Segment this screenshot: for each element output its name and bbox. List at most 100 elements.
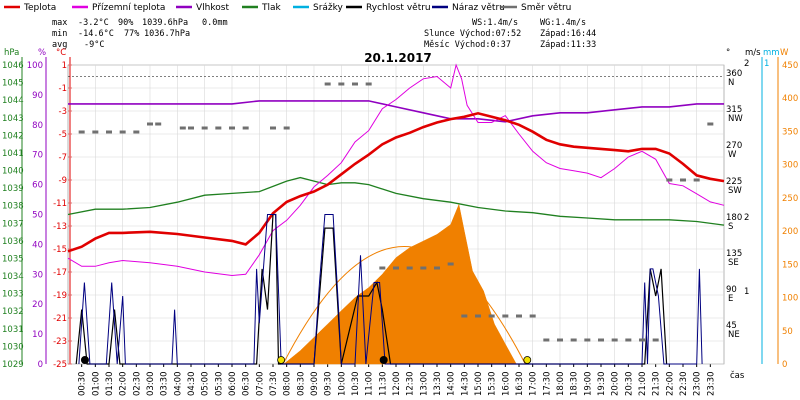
- series-humidity: [68, 100, 724, 123]
- wind-dir-point: [461, 314, 468, 318]
- hpa-tick: 1038: [2, 202, 24, 212]
- temp-tick: -5: [59, 130, 67, 140]
- hpa-tick: 1042: [2, 131, 24, 141]
- x-tick-label: 14:00: [447, 372, 457, 397]
- x-tick-label: 02:30: [132, 372, 142, 397]
- stat-wg: WG:1.4m/s: [540, 18, 586, 28]
- stat-max-rain: 0.0mm: [202, 18, 228, 28]
- wm2-tick: 400: [782, 94, 798, 104]
- legend-label: Rychlost větru: [366, 3, 431, 13]
- wind-dir-point: [78, 130, 85, 134]
- legend-label: Přízemní teplota: [92, 3, 165, 13]
- legend-label: Teplota: [23, 3, 56, 13]
- wind-dir-point: [625, 338, 632, 342]
- temp-tick: -13: [53, 222, 67, 232]
- stat-max-label: max: [52, 18, 67, 28]
- wind-dir-point: [434, 266, 440, 270]
- hpa-tick: 1037: [2, 219, 24, 229]
- hpa-unit: hPa: [4, 48, 19, 58]
- dir-tick-deg: 135: [726, 249, 742, 259]
- dir-tick-name: SE: [728, 258, 739, 268]
- stat-sun-rise: Slunce Východ:07:52: [424, 29, 521, 39]
- x-tick-label: 08:00: [283, 372, 293, 397]
- x-tick-label: 06:00: [228, 372, 238, 397]
- pct-tick: 20: [32, 300, 43, 310]
- x-tick-label: 06:30: [242, 372, 252, 397]
- wm2-tick: 300: [782, 161, 798, 171]
- dir-tick-name: NW: [728, 114, 743, 124]
- wind-dir-point: [283, 126, 290, 130]
- dir-tick-deg: 180: [726, 213, 742, 223]
- hpa-tick: 1031: [2, 325, 24, 335]
- wind-dir-point: [475, 314, 481, 318]
- x-tick-label: 02:00: [119, 372, 129, 397]
- wind-dir-point: [420, 266, 427, 270]
- legend-label: Vlhkost: [196, 3, 229, 13]
- legend: Teplota Přízemní teplota Vlhkost Tlak Srážky…: [4, 3, 571, 13]
- sun-set-marker: [523, 356, 532, 364]
- wind-dir-point: [270, 126, 276, 130]
- wind-dir-point: [516, 314, 522, 318]
- series-solar-area: [283, 203, 517, 365]
- wind-dir-point: [229, 126, 235, 130]
- hpa-tick: 1036: [2, 237, 24, 247]
- wind-dir-point: [201, 126, 208, 130]
- pct-tick: 80: [32, 121, 43, 131]
- x-tick-label: 17:30: [542, 372, 552, 397]
- temp-tick: -11: [53, 199, 67, 209]
- x-tick-label: 11:00: [365, 372, 375, 397]
- series-temp: [67, 111, 725, 253]
- x-tick-label: 10:30: [351, 372, 361, 397]
- legend-label: Náraz větru: [452, 3, 505, 13]
- hpa-tick: 1029: [2, 360, 24, 370]
- x-tick-label: 20:00: [611, 372, 621, 397]
- sun-arc: [282, 246, 526, 365]
- wind-dir-point: [570, 338, 577, 342]
- hpa-tick: 1046: [2, 61, 24, 71]
- wind-dir-point: [133, 130, 140, 134]
- x-tick-label: 14:30: [460, 372, 470, 397]
- hpa-tick: 1043: [2, 114, 24, 124]
- hpa-tick: 1041: [2, 149, 24, 159]
- ms-tick: 2: [744, 59, 749, 69]
- wm2-tick: 350: [782, 127, 798, 137]
- wind-dir-point: [529, 314, 536, 318]
- hpa-tick: 1045: [2, 79, 24, 89]
- wind-dir-point: [611, 338, 618, 342]
- pct-tick: 30: [32, 270, 43, 280]
- temp-tick: -9: [59, 176, 67, 186]
- wind-dir-point: [324, 82, 331, 86]
- x-tick-label: 05:30: [214, 372, 224, 397]
- dir-tick-name: N: [728, 78, 734, 88]
- legend-label: Směr větru: [521, 3, 571, 13]
- stat-avg-label: avg: [52, 40, 67, 50]
- dir-tick-deg: 90: [726, 285, 737, 295]
- stat-sun-set: Západ:16:44: [540, 29, 596, 39]
- wm2-tick: 250: [782, 194, 798, 204]
- wind-dir-point: [707, 122, 714, 126]
- deg-unit: °: [726, 48, 730, 58]
- x-tick-label: 09:00: [310, 372, 320, 397]
- wind-dir-point: [242, 126, 249, 130]
- x-tick-label: 17:00: [529, 372, 539, 397]
- x-tick-label: 03:30: [160, 372, 170, 397]
- wind-dir-point: [598, 338, 604, 342]
- dir-tick-deg: 270: [726, 141, 742, 151]
- pct-tick: 10: [32, 330, 43, 340]
- temp-tick: -25: [53, 360, 67, 370]
- legend-label: Srážky: [313, 3, 344, 13]
- wind-dir-point: [557, 338, 563, 342]
- x-tick-label: 18:30: [570, 372, 580, 397]
- wind-dir-point: [502, 314, 509, 318]
- hpa-tick: 1034: [2, 272, 24, 282]
- series-pressure: [67, 176, 725, 226]
- wm2-tick: 0: [782, 360, 787, 370]
- series-wind-gust: [78, 214, 703, 365]
- x-tick-label: 22:00: [665, 372, 675, 397]
- temp-tick: -15: [53, 245, 67, 255]
- x-tick-label: 09:30: [324, 372, 334, 397]
- x-tick-label: 00:30: [78, 372, 88, 397]
- wind-dir-point: [543, 338, 550, 342]
- temp-tick: 1: [62, 61, 67, 71]
